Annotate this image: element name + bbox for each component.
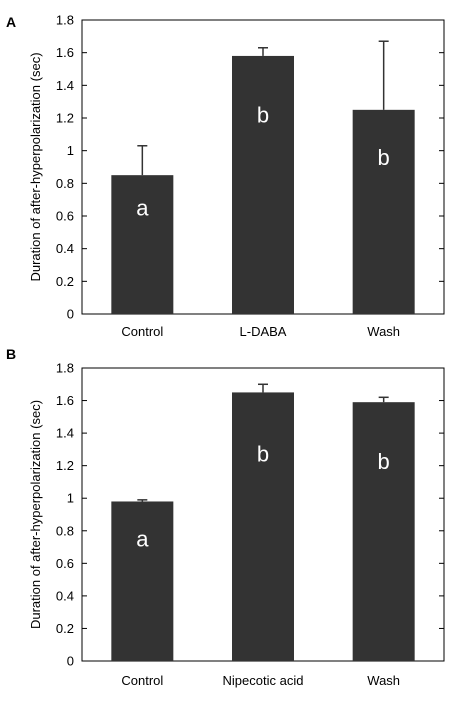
y-tick-label: 0.2 (56, 621, 74, 636)
y-tick-label: 1.4 (56, 78, 74, 93)
y-tick-label: 1.8 (56, 361, 74, 376)
bar (111, 175, 174, 314)
y-tick-label: 0.2 (56, 274, 74, 289)
category-label: Control (121, 673, 163, 688)
significance-letter: b (257, 103, 269, 128)
bar (352, 402, 415, 661)
y-axis-label: Duration of after-hyperpolarization (sec… (28, 52, 43, 281)
y-tick-label: 1.6 (56, 393, 74, 408)
significance-letter: b (378, 145, 390, 170)
category-label: Nipecotic acid (223, 673, 304, 688)
y-tick-label: 1.6 (56, 45, 74, 60)
y-tick-label: 0.6 (56, 556, 74, 571)
category-label: Wash (367, 673, 400, 688)
y-tick-label: 0.8 (56, 176, 74, 191)
y-tick-label: 0.6 (56, 209, 74, 224)
bar (111, 501, 174, 661)
significance-letter: b (378, 449, 390, 474)
bar (232, 392, 294, 661)
panel-label: A (6, 14, 16, 30)
y-tick-label: 1 (67, 491, 74, 506)
significance-letter: a (136, 196, 149, 221)
y-tick-label: 0 (67, 654, 74, 669)
y-tick-label: 1.2 (56, 111, 74, 126)
y-tick-label: 1.8 (56, 13, 74, 28)
panel-a: A 0 0.2 0.4 0.6 0.8 1 1.2 1.4 1.6 1.8 a Control b L-DA… (6, 13, 445, 339)
category-label: Wash (367, 324, 400, 339)
category-label: L-DABA (240, 324, 287, 339)
y-tick-label: 0.4 (56, 588, 74, 603)
y-tick-label: 0.4 (56, 241, 74, 256)
y-tick-label: 1.4 (56, 426, 74, 441)
significance-letter: b (257, 442, 269, 467)
panel-label: B (6, 346, 16, 362)
y-tick-label: 1.2 (56, 458, 74, 473)
bar (352, 109, 415, 314)
significance-letter: a (136, 527, 149, 552)
y-tick-label: 0.8 (56, 523, 74, 538)
bar (232, 55, 294, 314)
y-axis-label: Duration of after-hyperpolarization (sec… (28, 400, 43, 629)
panel-b: B 0 0.2 0.4 0.6 0.8 1 1.2 1.4 1.6 1.8 a Control b Nipe… (6, 346, 445, 688)
category-label: Control (121, 324, 163, 339)
y-tick-label: 1 (67, 143, 74, 158)
y-tick-label: 0 (67, 307, 74, 322)
